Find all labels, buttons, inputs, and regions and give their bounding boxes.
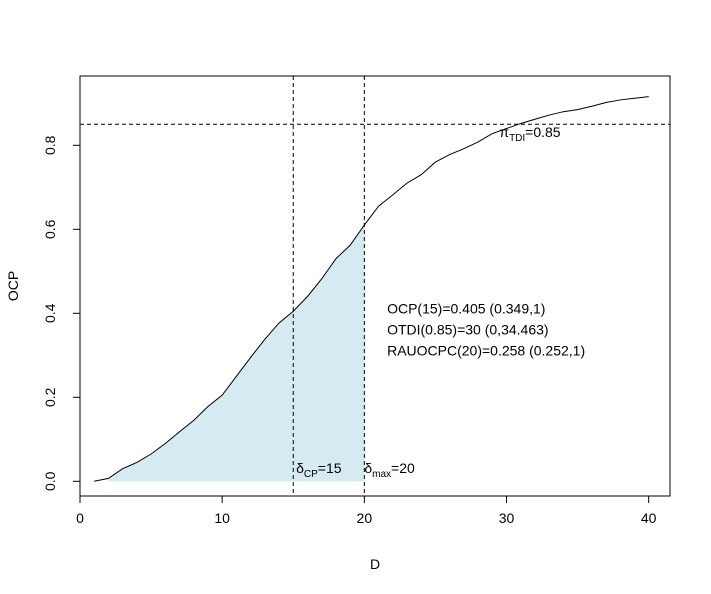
ocp-curve xyxy=(94,96,649,482)
delta-cp-symbol: δ xyxy=(296,460,304,476)
x-tick-label-4: 40 xyxy=(641,510,657,526)
x-axis: 0 10 20 30 40 xyxy=(76,496,657,526)
plot-frame xyxy=(79,75,671,497)
stat-otdi: OTDI(0.85)=30 (0,34.463) xyxy=(387,321,548,337)
delta-max-symbol: δ xyxy=(364,460,372,476)
pi-tdi-label: πTDI=0.85 xyxy=(499,124,560,144)
delta-cp-value: =15 xyxy=(318,460,342,476)
stat-rauocpc: RAUOCPC(20)=0.258 (0.252,1) xyxy=(387,342,585,358)
delta-max-subscript: max xyxy=(372,469,391,480)
y-tick-label-4: 0.8 xyxy=(42,135,58,155)
y-tick-label-1: 0.2 xyxy=(42,387,58,407)
shaded-area xyxy=(108,225,365,482)
reference-lines-layer xyxy=(80,76,670,496)
shaded-area-layer xyxy=(108,225,365,482)
x-tick-label-2: 20 xyxy=(357,510,373,526)
pi-symbol: π xyxy=(499,124,509,140)
y-axis-title: OCP xyxy=(5,271,21,301)
pi-value: =0.85 xyxy=(525,124,561,140)
delta-cp-subscript: CP xyxy=(304,469,318,480)
delta-max-value: =20 xyxy=(391,460,415,476)
delta-cp-label: δCP=15 xyxy=(296,460,342,480)
x-tick-label-1: 10 xyxy=(214,510,230,526)
x-axis-title: D xyxy=(370,556,380,572)
y-tick-label-3: 0.6 xyxy=(42,219,58,239)
y-tick-label-0: 0.0 xyxy=(42,471,58,491)
curve-layer xyxy=(94,96,649,482)
delta-max-label: δmax=20 xyxy=(364,460,415,480)
y-axis: 0.0 0.2 0.4 0.6 0.8 xyxy=(42,135,80,491)
stat-ocp: OCP(15)=0.405 (0.349,1) xyxy=(387,300,545,316)
x-tick-label-0: 0 xyxy=(76,510,84,526)
pi-subscript: TDI xyxy=(509,133,525,144)
y-tick-label-2: 0.4 xyxy=(42,303,58,323)
x-tick-label-3: 30 xyxy=(499,510,515,526)
